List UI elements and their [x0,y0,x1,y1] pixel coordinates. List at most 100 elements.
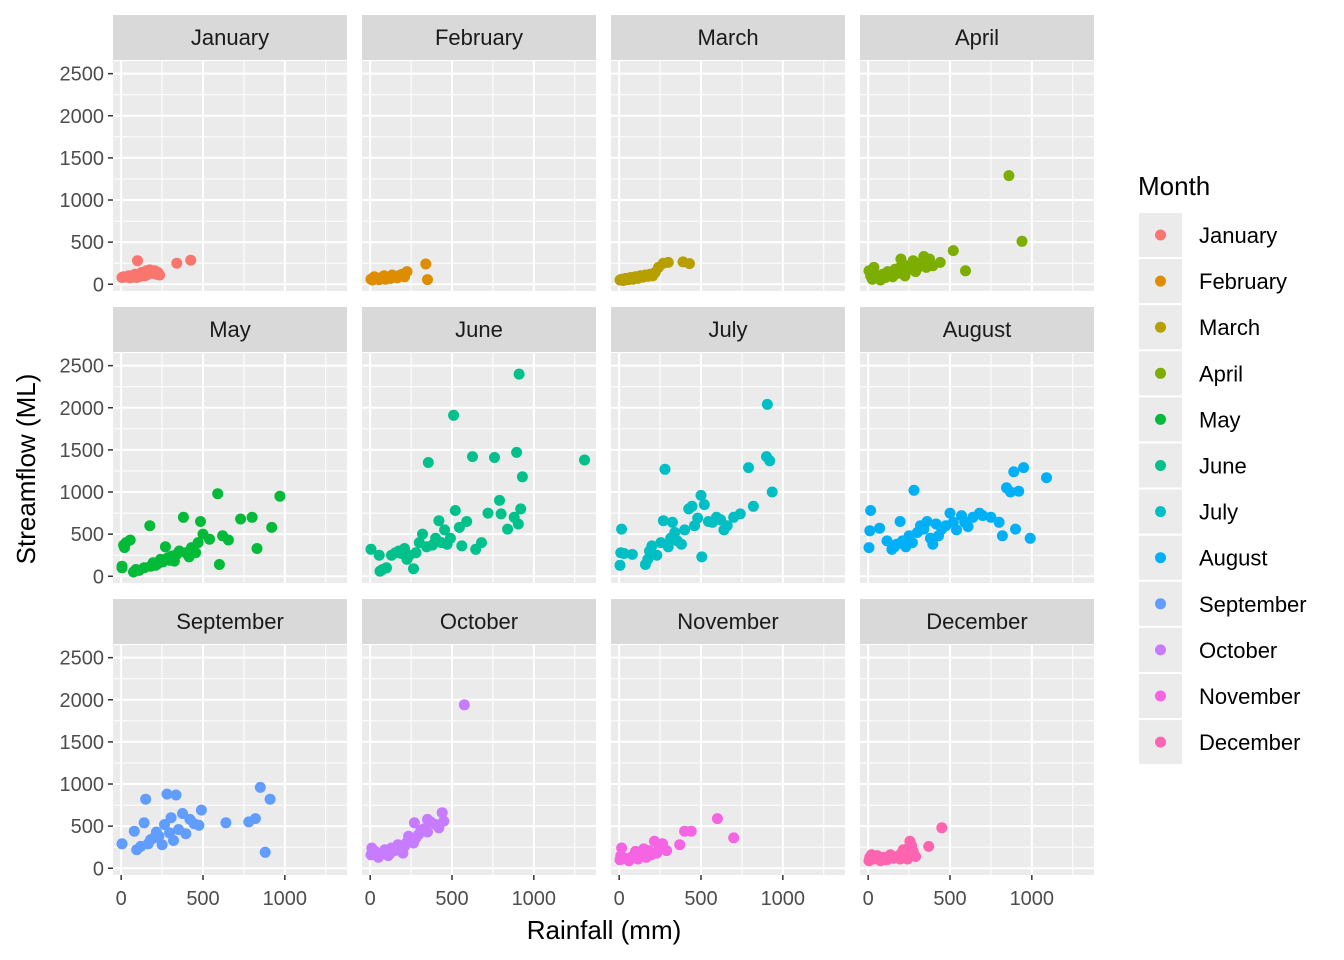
data-point [698,499,710,511]
data-point [993,516,1005,528]
facet-strip-label: June [455,317,503,342]
legend-key-point [1155,644,1166,656]
legend-key-point [1155,367,1166,379]
data-point [373,549,385,561]
data-point [235,513,247,525]
legend-label: September [1199,592,1307,617]
facet-strip [113,599,347,644]
data-point [165,812,177,824]
data-point [985,511,997,523]
data-point [266,521,278,533]
legend-key-point [1155,736,1166,748]
facet-panel-august: August [860,307,1094,583]
data-point [996,530,1008,542]
data-point [696,551,708,563]
data-point [502,523,514,535]
data-point [895,253,907,265]
data-point [684,258,695,270]
legend-item-march: March [1139,305,1260,350]
legend-key-point [1155,321,1166,333]
data-point [662,256,674,268]
data-point [453,521,465,533]
legend-label: August [1199,546,1268,571]
facet-panel-september: September [113,599,347,875]
data-point [516,471,528,483]
data-point [977,510,989,522]
legend-label: June [1199,454,1247,479]
y-axis-title: Streamflow (ML) [11,374,41,565]
data-point [646,540,658,552]
legend-label: July [1199,500,1238,525]
data-point [159,541,171,553]
legend-key-point [1155,229,1166,241]
panel-background [362,645,596,875]
data-point [246,511,258,523]
data-point [674,839,686,851]
data-point [138,817,150,829]
y-tick-label: 1000 [60,774,105,796]
y-tick-label: 2000 [60,106,105,128]
facet-strip-label: August [943,317,1012,342]
y-axis: 0 500 1000 1500 2000 2500 0 500 1000 1500 2000 2500… [60,64,113,880]
data-point [894,516,906,527]
data-point [659,463,671,475]
legend-item-may: May [1139,397,1241,442]
data-point [119,542,130,554]
data-point [384,848,396,860]
facet-panel-march: March [611,15,845,291]
legend-label: May [1199,407,1241,432]
data-point [743,462,754,474]
legend-label: April [1199,361,1243,386]
facet-strip-label: March [697,25,758,50]
data-point [180,828,192,840]
data-point [513,368,525,380]
data-point [144,520,156,532]
legend-item-july: July [1139,489,1238,534]
x-tick-label: 1000 [263,888,308,910]
legend-item-august: August [1139,535,1268,580]
y-tick-label: 2000 [60,398,105,420]
y-tick-label: 0 [93,274,104,296]
data-point [159,819,170,830]
facet-strip [362,307,596,352]
data-point [679,524,691,536]
data-point [1024,532,1036,544]
data-point [947,245,959,257]
data-point [124,534,136,546]
facet-panel-february: February [362,15,596,291]
x-tick-label: 500 [435,888,468,910]
data-point [686,500,698,512]
data-point [666,516,678,528]
data-point [156,839,168,851]
data-point [190,547,202,559]
panel-background [611,645,845,875]
data-point [962,521,974,533]
legend-item-april: April [1139,351,1243,396]
data-point [274,490,286,502]
data-point [874,522,886,534]
y-tick-label: 500 [71,524,104,546]
data-point [512,518,524,530]
data-point [444,532,456,544]
data-point [116,838,128,850]
x-axis: 0 500 1000 0 500 1000 0 500 1000 0 500 1000 [116,875,1054,910]
data-point [116,560,128,572]
data-point [161,788,173,800]
data-point [195,516,206,527]
data-point [579,454,590,466]
data-point [408,817,420,829]
facet-panels: January February March April May June July Augu… [113,15,1094,875]
facet-strip [113,307,347,352]
data-point [195,804,207,816]
facet-strip [611,599,845,644]
data-point [417,528,428,540]
data-point [657,515,669,527]
data-point [168,835,179,846]
data-point [1041,472,1052,484]
facet-panel-december: December [860,599,1094,875]
data-point [936,822,948,834]
data-point [944,507,956,519]
data-point [153,830,165,842]
legend-item-september: September [1139,581,1307,626]
